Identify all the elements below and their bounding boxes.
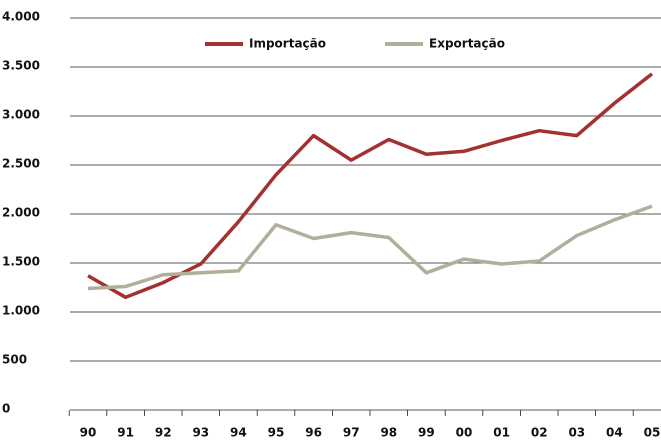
x-tick-label: 94 <box>230 426 247 440</box>
x-tick-label: 91 <box>117 426 134 440</box>
x-tick-label: 00 <box>456 426 473 440</box>
x-tick-label: 04 <box>606 426 623 440</box>
y-tick-label: 2.000 <box>2 206 40 220</box>
x-tick-label: 92 <box>155 426 172 440</box>
legend-label: Exportação <box>429 37 505 51</box>
y-tick-label: 500 <box>2 353 27 367</box>
x-tick-label: 99 <box>418 426 435 440</box>
legend-label: Importação <box>249 37 326 51</box>
x-tick-label: 02 <box>531 426 548 440</box>
series-line <box>87 204 653 291</box>
x-tick-label: 01 <box>493 426 510 440</box>
series-line <box>87 72 654 300</box>
x-tick-label: 97 <box>343 426 360 440</box>
y-tick-label: 2.500 <box>2 157 40 171</box>
x-tick-label: 93 <box>192 426 209 440</box>
y-tick-label: 1.000 <box>2 304 40 318</box>
x-tick-label: 96 <box>305 426 322 440</box>
x-tick-label: 03 <box>568 426 585 440</box>
x-tick-label: 05 <box>644 426 661 440</box>
y-tick-label: 3.000 <box>2 108 40 122</box>
y-tick-label: 0 <box>2 402 10 416</box>
x-tick-label: 95 <box>268 426 285 440</box>
y-tick-label: 4.000 <box>2 10 40 24</box>
x-tick-label: 90 <box>80 426 97 440</box>
x-tick-label: 98 <box>380 426 397 440</box>
y-tick-label: 1.500 <box>2 255 40 269</box>
y-tick-label: 3.500 <box>2 59 40 73</box>
